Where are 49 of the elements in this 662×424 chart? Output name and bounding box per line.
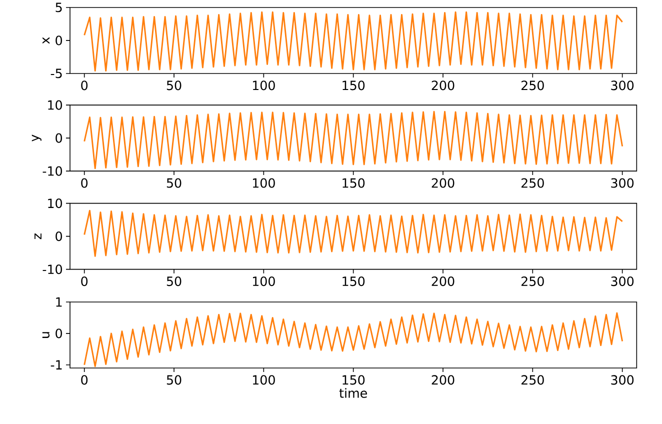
x-axis-title: time — [339, 388, 367, 398]
x-tick-label: 300 — [611, 375, 634, 385]
y-tick-label: -1 — [50, 360, 62, 370]
y-tick-label: -10 — [42, 264, 62, 274]
x-tick-label: 250 — [521, 375, 544, 385]
x-tick-label: 200 — [432, 375, 454, 385]
x-tick-label: 200 — [432, 80, 454, 90]
y-axis-title: u — [42, 332, 50, 338]
x-tick-label: 50 — [166, 276, 182, 286]
x-tick-label: 200 — [432, 178, 454, 188]
y-tick-label: 0 — [56, 36, 62, 46]
x-tick-label: 150 — [342, 80, 365, 90]
y-tick-label: -10 — [42, 166, 62, 176]
x-tick-label: 50 — [166, 178, 182, 188]
y-tick-label: 0 — [56, 232, 62, 242]
y-tick-label: 5 — [56, 2, 62, 12]
x-tick-label: 50 — [166, 80, 182, 90]
x-tick-label: 150 — [342, 276, 365, 286]
x-tick-label: 0 — [81, 276, 88, 286]
y-tick-label: 10 — [48, 198, 62, 208]
x-tick-label: 100 — [252, 178, 275, 188]
y-tick-label: -5 — [50, 68, 62, 78]
x-tick-label: 300 — [611, 276, 634, 286]
x-tick-label: 150 — [342, 375, 365, 385]
line-series — [84, 312, 624, 368]
line-series — [84, 11, 624, 72]
y-axis-title: y — [32, 134, 42, 142]
x-tick-label: 250 — [521, 276, 544, 286]
x-tick-label: 250 — [521, 80, 544, 90]
x-tick-label: 100 — [252, 80, 275, 90]
x-tick-label: 100 — [252, 375, 275, 385]
x-tick-label: 0 — [81, 375, 88, 385]
x-tick-label: 300 — [611, 80, 634, 90]
x-tick-label: 250 — [521, 178, 544, 188]
x-tick-label: 0 — [81, 178, 88, 188]
x-tick-label: 300 — [611, 178, 634, 188]
x-tick-label: 150 — [342, 178, 365, 188]
y-tick-label: 0 — [56, 328, 62, 338]
y-tick-label: 1 — [56, 297, 62, 307]
line-series — [84, 110, 624, 170]
x-tick-label: 100 — [252, 276, 275, 286]
y-axis-title: x — [42, 37, 50, 44]
line-series — [84, 210, 624, 257]
y-tick-label: 0 — [56, 133, 62, 143]
x-tick-label: 50 — [166, 375, 182, 385]
x-tick-label: 200 — [432, 276, 454, 286]
x-tick-label: 0 — [81, 80, 88, 90]
y-tick-label: 10 — [48, 100, 62, 110]
y-axis-title: z — [34, 234, 42, 240]
